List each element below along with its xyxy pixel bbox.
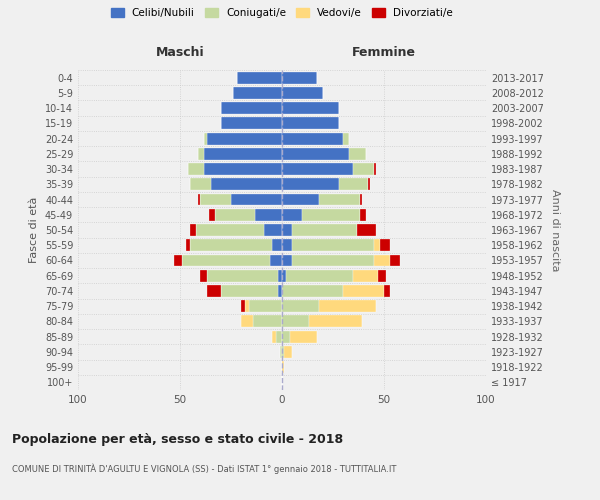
Bar bbox=[282, 224, 292, 236]
Legend: Celibi/Nubili, Coniugati/e, Vedovi/e, Divorziati/e: Celibi/Nubili, Coniugati/e, Vedovi/e, Di… bbox=[111, 8, 453, 18]
Bar bbox=[231, 194, 282, 205]
Bar bbox=[190, 178, 211, 190]
Bar bbox=[182, 254, 270, 266]
Y-axis label: Anni di nascita: Anni di nascita bbox=[550, 188, 560, 271]
Bar bbox=[282, 194, 319, 205]
Bar bbox=[245, 300, 250, 312]
Bar bbox=[282, 163, 353, 175]
Bar bbox=[359, 209, 365, 220]
Bar bbox=[374, 240, 380, 251]
Bar bbox=[276, 330, 282, 342]
Bar bbox=[200, 270, 206, 281]
Bar bbox=[199, 194, 200, 205]
Bar bbox=[186, 240, 190, 251]
Bar bbox=[278, 285, 282, 297]
Bar bbox=[282, 300, 319, 312]
Bar bbox=[302, 209, 359, 220]
Y-axis label: Fasce di età: Fasce di età bbox=[29, 197, 39, 263]
Bar bbox=[221, 285, 278, 297]
Bar bbox=[353, 163, 374, 175]
Text: COMUNE DI TRINITÀ D'AGULTU E VIGNOLA (SS) - Dati ISTAT 1° gennaio 2018 - TUTTITA: COMUNE DI TRINITÀ D'AGULTU E VIGNOLA (SS… bbox=[12, 464, 397, 474]
Bar bbox=[282, 361, 284, 373]
Bar bbox=[374, 254, 390, 266]
Bar bbox=[282, 118, 339, 130]
Bar bbox=[286, 270, 353, 281]
Bar bbox=[319, 300, 376, 312]
Bar bbox=[343, 285, 384, 297]
Bar bbox=[368, 178, 370, 190]
Bar bbox=[282, 240, 292, 251]
Bar bbox=[241, 300, 245, 312]
Bar bbox=[282, 270, 286, 281]
Bar bbox=[282, 132, 343, 144]
Bar bbox=[270, 254, 282, 266]
Bar bbox=[380, 240, 390, 251]
Bar bbox=[256, 209, 282, 220]
Bar bbox=[292, 240, 374, 251]
Text: Maschi: Maschi bbox=[155, 46, 205, 60]
Bar bbox=[378, 270, 386, 281]
Bar bbox=[206, 132, 282, 144]
Bar bbox=[292, 224, 358, 236]
Bar bbox=[282, 148, 349, 160]
Bar bbox=[282, 209, 302, 220]
Bar bbox=[221, 102, 282, 114]
Bar bbox=[190, 240, 272, 251]
Bar bbox=[284, 346, 292, 358]
Bar bbox=[205, 148, 282, 160]
Bar bbox=[282, 330, 290, 342]
Bar bbox=[209, 209, 215, 220]
Bar bbox=[359, 194, 362, 205]
Bar bbox=[190, 224, 196, 236]
Bar bbox=[282, 254, 292, 266]
Bar bbox=[237, 72, 282, 84]
Bar bbox=[349, 148, 365, 160]
Bar bbox=[174, 254, 182, 266]
Bar bbox=[290, 330, 317, 342]
Bar bbox=[343, 132, 349, 144]
Bar bbox=[233, 87, 282, 99]
Bar bbox=[282, 316, 308, 328]
Bar bbox=[339, 178, 368, 190]
Bar bbox=[319, 194, 359, 205]
Bar bbox=[221, 118, 282, 130]
Bar bbox=[263, 224, 282, 236]
Bar bbox=[308, 316, 362, 328]
Bar bbox=[200, 194, 231, 205]
Bar bbox=[292, 254, 374, 266]
Bar bbox=[278, 270, 282, 281]
Bar bbox=[253, 316, 282, 328]
Text: Popolazione per età, sesso e stato civile - 2018: Popolazione per età, sesso e stato civil… bbox=[12, 432, 343, 446]
Bar bbox=[196, 224, 263, 236]
Bar bbox=[280, 346, 282, 358]
Bar bbox=[215, 209, 256, 220]
Bar bbox=[282, 285, 343, 297]
Bar bbox=[272, 240, 282, 251]
Bar bbox=[282, 178, 339, 190]
Bar bbox=[188, 163, 205, 175]
Bar bbox=[206, 285, 221, 297]
Text: Femmine: Femmine bbox=[352, 46, 416, 60]
Bar bbox=[282, 102, 339, 114]
Bar bbox=[282, 346, 284, 358]
Bar bbox=[205, 132, 206, 144]
Bar bbox=[390, 254, 400, 266]
Bar bbox=[384, 285, 390, 297]
Bar bbox=[199, 148, 205, 160]
Bar bbox=[358, 224, 376, 236]
Bar bbox=[353, 270, 378, 281]
Bar bbox=[272, 330, 276, 342]
Bar bbox=[211, 178, 282, 190]
Bar bbox=[205, 163, 282, 175]
Bar bbox=[250, 300, 282, 312]
Bar bbox=[241, 316, 253, 328]
Bar bbox=[282, 87, 323, 99]
Bar bbox=[282, 72, 317, 84]
Bar bbox=[374, 163, 376, 175]
Bar bbox=[206, 270, 278, 281]
